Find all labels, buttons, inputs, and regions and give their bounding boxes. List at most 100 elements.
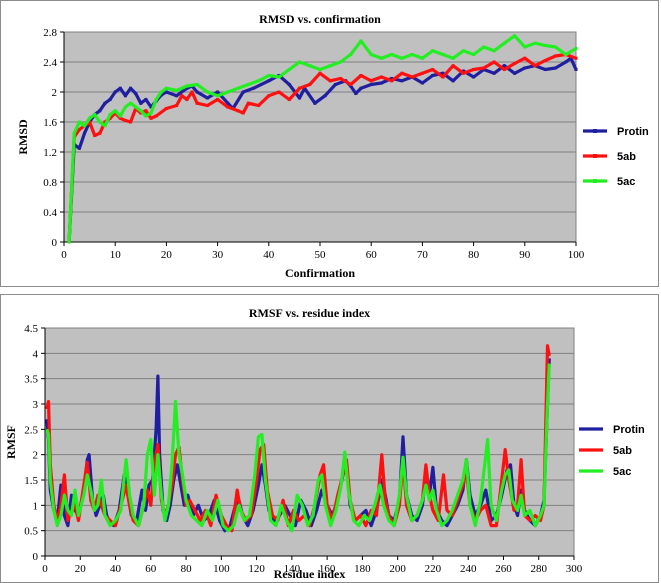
data-point [502, 68, 506, 71]
data-point [308, 64, 312, 68]
data-point [113, 90, 117, 94]
data-point [134, 105, 138, 109]
data-point [400, 71, 404, 75]
x-tick-label: 20 [161, 249, 173, 261]
data-point [72, 131, 76, 135]
data-point [88, 116, 92, 120]
data-point [257, 79, 261, 83]
data-point [543, 59, 547, 62]
data-point [77, 128, 81, 131]
data-point [318, 68, 322, 71]
data-point [441, 53, 445, 56]
rmsd-chart-panel: 0 0.4 0.8 1.2 1.6 2 2.4 2.8 0 10 20 30 40 50 60 70 80 90 1… [0, 0, 659, 287]
data-point [451, 56, 455, 60]
data-point [349, 83, 353, 86]
x-tick-label: 200 [389, 563, 406, 575]
data-point [118, 114, 122, 118]
data-point [359, 86, 363, 90]
legend-marker [593, 179, 597, 183]
data-point [461, 69, 465, 73]
data-point [492, 60, 496, 64]
data-point [98, 131, 102, 135]
data-point [103, 124, 107, 128]
chart-title: RMSF vs. residue index [249, 306, 370, 320]
data-point [123, 94, 127, 98]
data-point [431, 68, 435, 71]
data-point [164, 86, 168, 90]
data-point [236, 109, 240, 113]
data-point [513, 62, 517, 65]
data-point [287, 83, 291, 86]
x-tick-label: 280 [530, 563, 547, 575]
data-point [513, 71, 517, 75]
data-point [513, 34, 517, 38]
data-point [134, 92, 138, 95]
data-point [554, 54, 558, 58]
data-point [323, 94, 327, 98]
data-point [574, 56, 578, 60]
data-point [241, 90, 245, 94]
data-point [185, 98, 189, 101]
y-tick-label: 2.5 [24, 424, 38, 436]
y-axis-label: RMSD [16, 119, 30, 155]
data-point [298, 96, 302, 100]
data-point [313, 101, 317, 105]
x-tick-label: 60 [366, 249, 378, 261]
y-axis-label: RMSF [4, 425, 18, 459]
y-tick-label: 3 [33, 399, 39, 411]
data-point [226, 90, 230, 94]
data-point [98, 109, 102, 113]
x-tick-label: 240 [460, 563, 477, 575]
data-point [257, 104, 261, 107]
rmsf-chart-panel: 0 0.5 1 1.5 2 2.5 3 3.5 4 4.5 0 20 40 60 80 100 120 140 16… [0, 294, 659, 583]
x-tick-label: 70 [417, 249, 429, 261]
x-tick-label: 80 [181, 563, 193, 575]
data-point [113, 109, 117, 113]
y-tick-label: 2 [33, 450, 39, 462]
legend-label: 5ac [613, 466, 631, 478]
data-point [543, 68, 547, 71]
data-point [88, 120, 92, 124]
data-point [144, 114, 148, 118]
legend-label: 5ac [617, 176, 635, 188]
data-point [77, 120, 81, 124]
rmsf-chart: 0 0.5 1 1.5 2 2.5 3 3.5 4 4.5 0 20 40 60 80 100 120 140 16… [4, 306, 645, 581]
data-point [492, 49, 496, 53]
legend-label: Protin [617, 126, 649, 138]
data-point [359, 39, 363, 43]
x-tick-label: 220 [425, 563, 442, 575]
legend-label: 5ab [613, 445, 632, 457]
data-point [369, 83, 373, 86]
data-point [354, 92, 358, 95]
data-point [564, 53, 568, 56]
chart-title: RMSD vs. confirmation [259, 12, 381, 26]
data-point [144, 109, 148, 113]
x-tick-label: 10 [110, 249, 122, 261]
data-point [287, 98, 291, 101]
y-tick-label: 0.5 [24, 526, 38, 538]
data-point [123, 119, 127, 122]
data-point [108, 98, 112, 101]
x-tick-label: 40 [110, 563, 122, 575]
data-point [93, 113, 97, 116]
data-point [328, 79, 332, 83]
data-point [318, 71, 322, 75]
data-point [129, 101, 133, 105]
data-point [205, 104, 209, 107]
data-point [379, 56, 383, 60]
y-tick-label: 1.5 [24, 475, 38, 487]
data-point [195, 101, 199, 105]
data-point [574, 68, 578, 71]
y-tick-label: 4 [33, 348, 39, 360]
data-point [195, 90, 199, 94]
x-tick-label: 300 [566, 563, 583, 575]
data-point [390, 53, 394, 56]
x-tick-label: 160 [319, 563, 336, 575]
series-line-5ac [45, 363, 551, 533]
data-point [241, 111, 245, 115]
legend-marker [593, 154, 597, 158]
y-tick-label: 1.2 [43, 147, 57, 159]
data-point [154, 114, 158, 118]
y-tick-label: 2 [52, 87, 58, 99]
data-point [267, 79, 271, 83]
